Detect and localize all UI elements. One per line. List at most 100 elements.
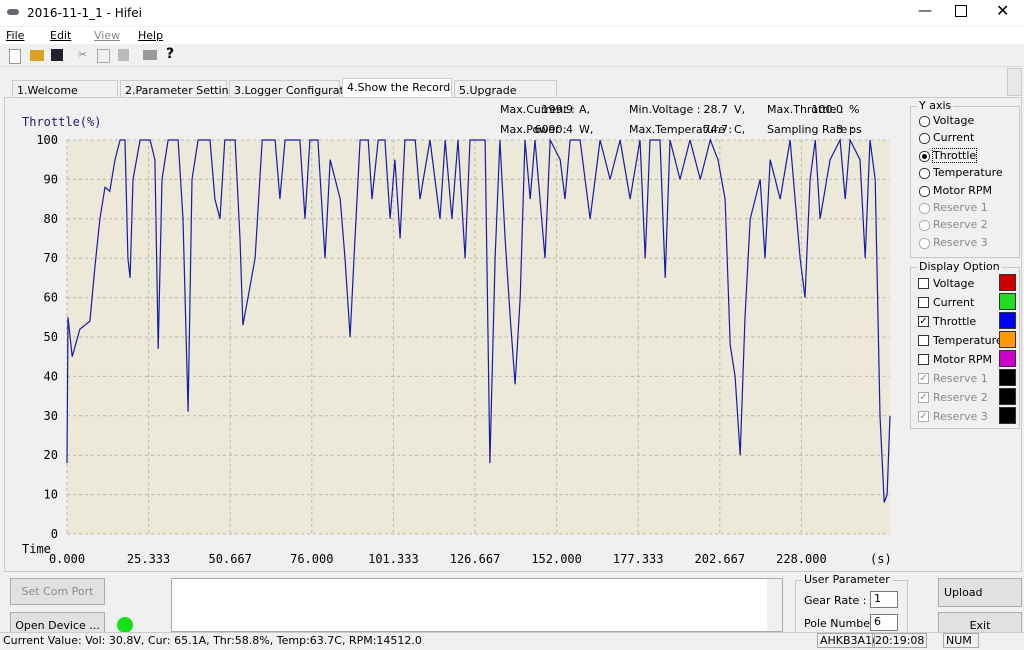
radio-label[interactable]: Current xyxy=(933,131,975,145)
log-box[interactable] xyxy=(171,578,783,632)
minimize[interactable]: — xyxy=(918,3,932,19)
checkbox[interactable]: ✓ xyxy=(918,316,929,327)
y-tick-label: 10 xyxy=(44,488,58,502)
x-tick-label: 76.000 xyxy=(290,552,333,566)
print-icon[interactable] xyxy=(143,50,157,60)
tab[interactable]: 5.Upgrade xyxy=(454,80,557,97)
chart-title: Throttle(%) xyxy=(22,115,101,129)
tab-scroll[interactable] xyxy=(1007,68,1022,96)
cut-icon[interactable]: ✂ xyxy=(78,48,88,61)
scrollbar[interactable] xyxy=(767,579,782,631)
y-tick-label: 0 xyxy=(51,527,58,541)
gear-rate-input[interactable]: 1 xyxy=(870,591,898,608)
checkbox-label[interactable]: Temperature xyxy=(933,334,1003,347)
status-led xyxy=(117,617,133,633)
stat-value: 74.7 xyxy=(703,123,729,136)
tab[interactable]: 4.Show the Record xyxy=(342,78,452,97)
radio[interactable] xyxy=(919,185,930,197)
tab[interactable]: 2.Parameter Setting xyxy=(120,80,236,97)
color-swatch[interactable] xyxy=(999,350,1016,367)
x-tick-label: 50.667 xyxy=(209,552,252,566)
display-option-group: Display Option xyxy=(910,260,1020,429)
radio[interactable] xyxy=(919,150,930,162)
menu-item[interactable]: View xyxy=(94,29,121,42)
radio-dot xyxy=(922,153,927,159)
x-tick-label: 152.000 xyxy=(531,552,582,566)
checkbox-label[interactable]: Throttle xyxy=(933,315,977,328)
checkbox-label[interactable]: Current xyxy=(933,296,975,309)
stat-unit: ps xyxy=(849,123,862,136)
color-swatch[interactable] xyxy=(999,388,1016,405)
x-tick-label: 101.333 xyxy=(368,552,419,566)
status-time: 20:19:08 xyxy=(872,633,928,648)
stat-value: 100.0 xyxy=(811,103,844,116)
upload-button[interactable]: Upload Record Da xyxy=(938,578,1022,607)
radio-label[interactable]: Voltage xyxy=(933,114,975,127)
x-tick-label: 126.667 xyxy=(450,552,501,566)
maximize[interactable] xyxy=(955,5,967,17)
paste-icon[interactable] xyxy=(118,49,129,61)
radio[interactable] xyxy=(919,116,930,127)
radio-label[interactable]: Throttle xyxy=(931,147,978,163)
checkbox[interactable]: ✓ xyxy=(918,392,929,403)
x-tick-label: 25.333 xyxy=(127,552,170,566)
set-com-port-button[interactable]: Set Com Port xyxy=(10,578,105,605)
color-swatch[interactable] xyxy=(999,274,1016,291)
open-icon[interactable] xyxy=(30,50,44,61)
radio[interactable] xyxy=(919,168,930,180)
checkbox-label[interactable]: Reserve 3 xyxy=(933,410,988,423)
stat-label: Max.Temperature : xyxy=(629,123,733,136)
stat-label: Min.Voltage : xyxy=(629,103,701,116)
x-tick-label: 177.333 xyxy=(613,552,664,566)
radio[interactable] xyxy=(919,203,930,214)
color-swatch[interactable] xyxy=(999,293,1016,310)
radio[interactable] xyxy=(919,133,930,145)
stat-value: 6090.4 xyxy=(534,123,574,136)
tab-panel xyxy=(4,97,1022,572)
checkbox[interactable]: ✓ xyxy=(918,411,929,422)
checkbox[interactable] xyxy=(918,335,929,346)
checkbox[interactable]: ✓ xyxy=(918,373,929,384)
status-bar: Current Value: Vol: 30.8V, Cur: 65.1A, T… xyxy=(0,632,1024,650)
save-icon[interactable] xyxy=(51,49,63,61)
checkbox[interactable] xyxy=(918,354,929,365)
toolbar: ✂ ? xyxy=(0,45,1024,67)
tab[interactable]: 1.Welcome xyxy=(12,80,118,97)
y-tick-label: 30 xyxy=(44,409,58,423)
color-swatch[interactable] xyxy=(999,331,1016,348)
y-axis-group: Y axis xyxy=(910,99,1020,258)
radio-label[interactable]: Reserve 2 xyxy=(933,218,988,232)
color-swatch[interactable] xyxy=(999,369,1016,386)
stat-label: Max.Current : xyxy=(500,103,575,116)
menu-item[interactable]: Edit xyxy=(50,29,72,42)
radio[interactable] xyxy=(919,237,930,249)
y-tick-label: 20 xyxy=(44,448,58,462)
checkbox-label[interactable]: Reserve 2 xyxy=(933,391,988,404)
radio-label[interactable]: Motor RPM xyxy=(933,183,993,197)
checkbox[interactable] xyxy=(918,278,929,289)
checkbox-label[interactable]: Reserve 1 xyxy=(933,372,988,385)
checkbox-label[interactable]: Motor RPM xyxy=(933,353,993,366)
color-swatch[interactable] xyxy=(999,312,1016,329)
radio-label[interactable]: Temperature xyxy=(933,166,1003,180)
app-icon xyxy=(7,9,19,15)
stat-unit: C, xyxy=(734,123,746,136)
help-icon[interactable]: ? xyxy=(166,46,175,62)
checkbox-label[interactable]: Voltage xyxy=(933,277,975,290)
tab[interactable]: 3.Logger Configuration xyxy=(229,80,361,97)
group-title: User Parameter xyxy=(802,573,892,586)
color-swatch[interactable] xyxy=(999,407,1016,424)
stat-label: Max.Power : xyxy=(500,123,567,136)
radio-label[interactable]: Reserve 3 xyxy=(933,235,988,249)
close[interactable]: ✕ xyxy=(996,1,1010,20)
radio[interactable] xyxy=(919,220,930,232)
radio-label[interactable]: Reserve 1 xyxy=(933,201,988,214)
checkbox[interactable] xyxy=(918,297,929,308)
menu-item[interactable]: File xyxy=(6,29,25,42)
copy-icon[interactable] xyxy=(97,49,110,63)
new-icon[interactable] xyxy=(9,49,21,64)
pole-number-input[interactable]: 6 xyxy=(870,614,898,631)
gear-rate-label: Gear Rate : xyxy=(804,594,867,607)
menu-item[interactable]: Help xyxy=(138,29,164,42)
